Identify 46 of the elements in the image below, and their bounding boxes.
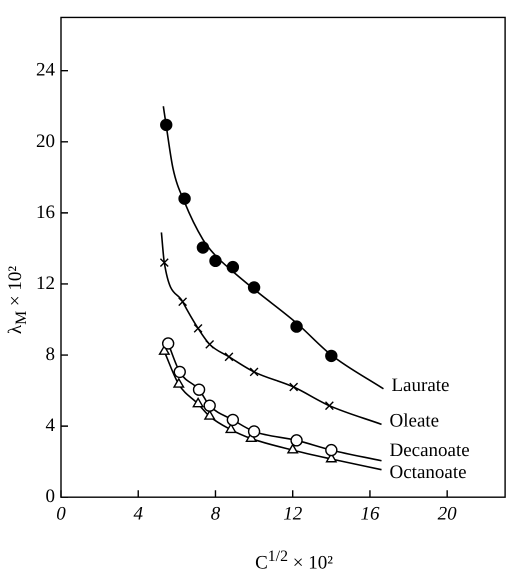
point [250, 367, 259, 377]
point [325, 444, 338, 456]
point [204, 410, 216, 420]
point [209, 254, 222, 268]
point [174, 366, 186, 378]
point [196, 241, 210, 254]
point [289, 382, 298, 392]
series-label: Oleate [390, 410, 440, 432]
x-tick-label: 16 [360, 504, 380, 525]
point [192, 398, 204, 408]
y-tick-label: 20 [36, 130, 55, 152]
point [160, 258, 169, 268]
y-tick-label: 8 [46, 344, 55, 366]
y-tick-label: 0 [46, 486, 55, 508]
point [248, 425, 260, 438]
point [162, 337, 174, 350]
series-label: Decanoate [390, 440, 470, 462]
y-tick-label: 16 [36, 202, 55, 223]
x-tick-label: 4 [133, 504, 144, 525]
point [324, 401, 334, 410]
x-tick-label: 8 [210, 504, 221, 525]
point [192, 383, 206, 396]
x-tick-label: 12 [283, 504, 303, 525]
y-tick-label: 12 [36, 272, 55, 294]
point [178, 192, 191, 205]
point [287, 444, 298, 454]
y-tick-label: 24 [36, 60, 56, 81]
line-series [160, 232, 382, 426]
point [205, 340, 214, 349]
y-tick-label: 4 [46, 415, 56, 436]
point [226, 260, 240, 274]
point [224, 352, 234, 362]
series-label: Laurate [391, 374, 450, 396]
point [248, 281, 260, 294]
x-axis-title: C$^{1/2}$ × 10² [254, 548, 334, 574]
series-label: Octanoate [390, 462, 467, 484]
point [290, 434, 303, 447]
point [194, 324, 203, 333]
point [226, 414, 240, 426]
point [203, 399, 216, 412]
point [290, 320, 303, 333]
point [178, 297, 188, 306]
point [173, 378, 184, 388]
x-tick-label: 20 [438, 504, 458, 525]
point [325, 350, 338, 362]
point [160, 118, 172, 132]
